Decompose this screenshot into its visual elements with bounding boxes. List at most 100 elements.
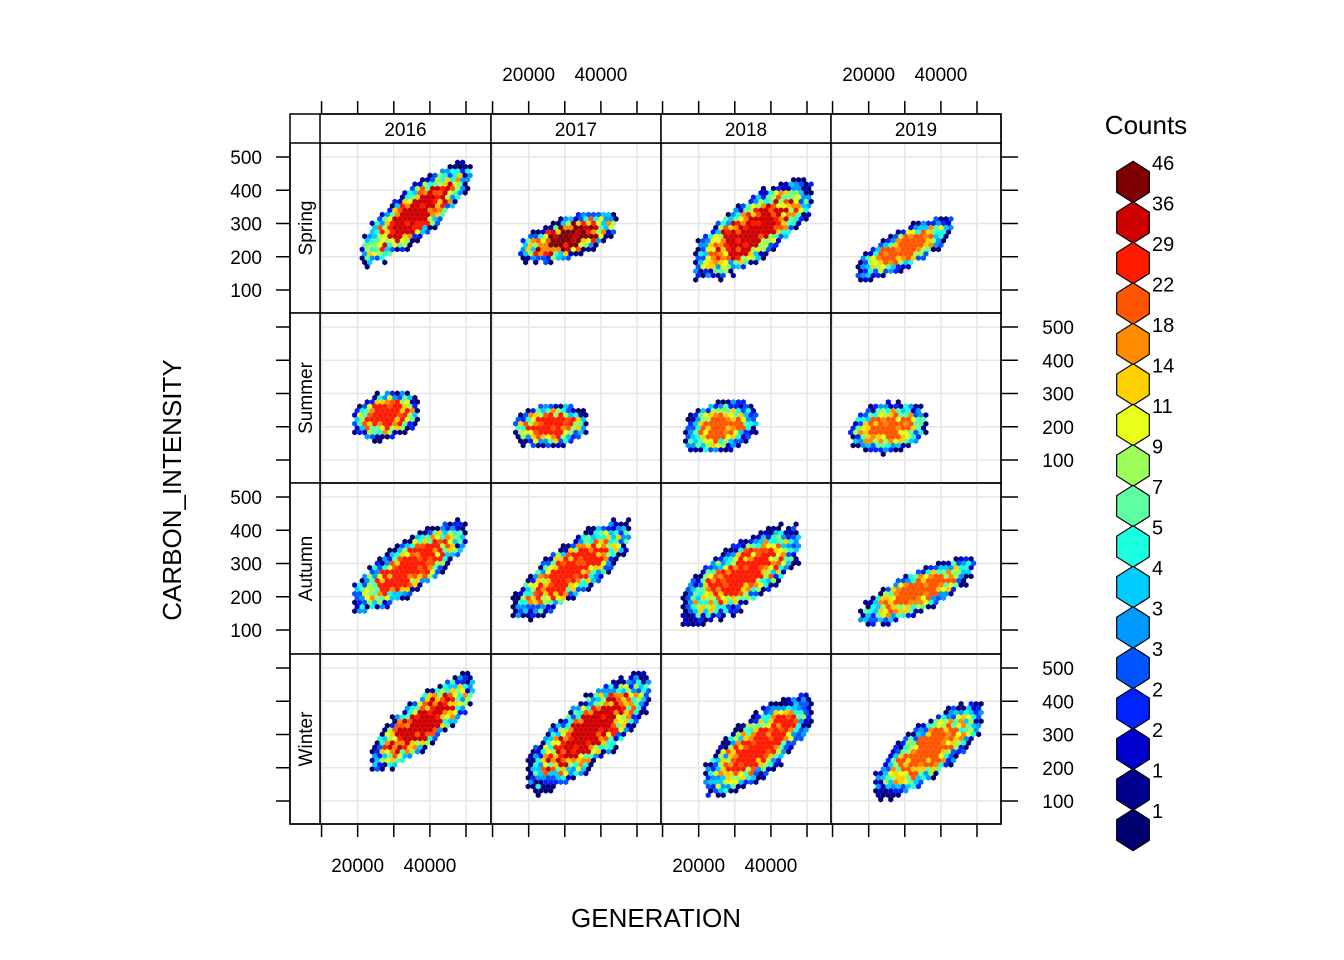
hexbin <box>583 224 589 231</box>
hexbin <box>379 586 385 593</box>
hexbin <box>593 547 599 554</box>
hexbin <box>898 779 904 786</box>
hexbin <box>470 679 476 685</box>
hexbin <box>372 224 378 231</box>
hexbin <box>518 599 524 606</box>
hexbin <box>888 779 894 786</box>
hexbin <box>793 735 799 742</box>
hexbin <box>611 696 617 703</box>
legend-label: 1 <box>1152 801 1163 823</box>
hexbin <box>748 573 754 580</box>
hexbin <box>865 612 871 619</box>
hexbin <box>738 727 744 733</box>
hexbin <box>710 569 716 575</box>
hexbin <box>710 612 716 619</box>
hexbin <box>555 586 561 593</box>
hexbin <box>414 714 420 720</box>
hexbin <box>399 577 405 584</box>
hexbin <box>397 429 403 436</box>
hexbin <box>364 416 370 423</box>
hexbin <box>575 740 581 746</box>
hexbin <box>419 731 425 738</box>
hexbin <box>883 446 889 453</box>
hexbin <box>925 722 931 729</box>
hexbin <box>760 237 766 244</box>
hexbin <box>895 263 901 270</box>
hexbin <box>740 731 746 738</box>
hexbin <box>725 442 731 449</box>
hexbin <box>432 224 438 231</box>
hexbin <box>753 564 759 571</box>
hexbin <box>628 683 634 690</box>
hexbin <box>560 577 566 584</box>
hexbin <box>905 263 911 270</box>
hexbin <box>575 714 581 720</box>
hexbin <box>713 259 719 266</box>
hexbin <box>407 547 413 554</box>
x-tick-label: 20000 <box>842 65 895 86</box>
hexbin <box>543 608 549 615</box>
hexbin <box>372 403 378 410</box>
hexbin <box>723 608 729 615</box>
x-tick-label: 40000 <box>574 65 627 86</box>
hexbin <box>387 590 393 597</box>
hexbin <box>407 242 413 248</box>
hexbin <box>748 547 754 554</box>
hexbin <box>770 731 777 738</box>
hexbin <box>369 748 375 755</box>
hexbin <box>568 429 574 436</box>
hexbin <box>720 783 726 790</box>
hexbin <box>770 569 777 575</box>
hexbin <box>898 753 904 759</box>
hexbin <box>424 705 430 712</box>
hexbin <box>923 599 929 606</box>
hexbin <box>621 543 627 549</box>
hexbin <box>422 564 428 571</box>
hexbin <box>728 590 734 597</box>
hexbin <box>730 433 736 440</box>
hexbin <box>379 237 385 244</box>
hexbin <box>933 735 939 742</box>
hexbin <box>558 761 564 768</box>
hexbin <box>753 556 759 562</box>
hexbin <box>725 603 731 610</box>
hexbin <box>743 438 749 445</box>
hexbin <box>548 787 554 794</box>
hexbin <box>540 407 546 414</box>
hexbin <box>725 595 731 601</box>
hexbin <box>568 709 574 716</box>
hexbin <box>548 556 554 562</box>
hexbin <box>733 420 739 427</box>
hexbin <box>718 787 724 794</box>
hexbin <box>578 242 584 248</box>
hexbin <box>646 687 652 694</box>
hexbin <box>890 774 896 781</box>
hexbin <box>783 198 789 205</box>
hexbin <box>725 766 731 772</box>
hexbin <box>427 709 433 716</box>
hexbin <box>728 761 734 768</box>
hexbin <box>948 590 954 597</box>
hexbin <box>384 577 390 584</box>
hexbin <box>440 176 446 183</box>
hexbin <box>938 564 944 571</box>
hexbin <box>543 420 549 427</box>
hexbin <box>367 429 373 436</box>
hexbin <box>753 259 759 266</box>
hexbin <box>763 735 769 742</box>
hexbin <box>890 757 896 764</box>
hexbin <box>715 766 721 772</box>
hexbin <box>440 194 446 201</box>
hexbin <box>573 735 579 742</box>
hexbin <box>399 390 405 397</box>
hexbin <box>543 233 549 240</box>
hexbin <box>419 560 425 567</box>
hexbin <box>369 603 375 610</box>
hexbin <box>369 399 375 405</box>
hexbin <box>708 582 714 588</box>
hexbin <box>885 766 891 772</box>
hexbin <box>550 433 556 440</box>
hexbin <box>422 216 428 222</box>
hexbin <box>568 573 574 580</box>
hexbin <box>770 203 777 209</box>
